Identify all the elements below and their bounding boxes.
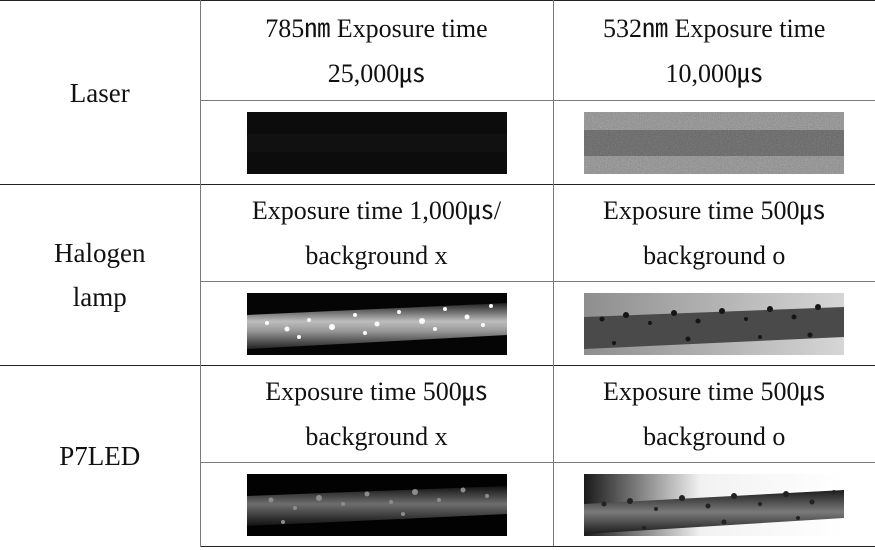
image-cell xyxy=(200,100,554,185)
caption-line: 10,000㎲ xyxy=(665,58,763,88)
row-label-text: lamp xyxy=(72,282,127,312)
laser-image-row xyxy=(0,100,875,185)
caption-line: Exposure time 500㎲ xyxy=(265,377,488,406)
caption-cell: 532㎚ Exposure time 10,000㎲ xyxy=(552,0,875,101)
fiber-with-droplets-dark-bg xyxy=(246,292,507,355)
row-label-text: P7LED xyxy=(59,441,141,472)
fiber-with-droplets-light-bg xyxy=(584,292,845,355)
caption-line: background o xyxy=(643,241,786,270)
caption-line: background x xyxy=(305,241,448,270)
noisy-gray-fiber-image xyxy=(584,111,845,174)
row-label-text: Halogen xyxy=(54,238,146,268)
caption-line: Exposure time 500㎲ xyxy=(603,196,826,225)
row-label-laser: Laser xyxy=(0,0,201,185)
p7led-image-row xyxy=(0,462,875,547)
image-cell xyxy=(552,100,875,185)
image-cell xyxy=(200,281,554,366)
halogen-caption-row: Halogen lamp Exposure time 1,000㎲/ backg… xyxy=(0,184,875,366)
image-cell xyxy=(552,281,875,366)
row-label-p7led: P7LED xyxy=(0,365,201,547)
caption-cell: 785㎚ Exposure time 25,000㎲ xyxy=(199,0,554,101)
caption-cell: Exposure time 500㎲ background o xyxy=(552,365,875,463)
image-cell xyxy=(552,462,875,547)
caption-line: 532㎚ Exposure time xyxy=(603,13,826,43)
row-label-halogen: Halogen lamp xyxy=(0,184,201,366)
caption-cell: Exposure time 500㎲ background x xyxy=(199,365,554,463)
caption-line: Exposure time 1,000㎲/ xyxy=(251,196,502,225)
fiber-with-droplets-dark-bg xyxy=(246,473,507,536)
caption-line: 25,000㎲ xyxy=(327,58,426,88)
caption-cell: Exposure time 1,000㎲/ background x xyxy=(199,184,554,282)
halogen-image-row xyxy=(0,281,875,366)
p7led-caption-row: P7LED Exposure time 500㎲ background x Ex… xyxy=(0,365,875,547)
caption-line: background x xyxy=(305,422,448,451)
fiber-with-droplets-gradient-bg xyxy=(584,473,845,536)
caption-cell: Exposure time 500㎲ background o xyxy=(552,184,875,282)
caption-line: background o xyxy=(643,422,786,451)
dark-fiber-image xyxy=(246,111,507,174)
caption-line: Exposure time 500㎲ xyxy=(603,377,826,406)
row-label-text: Laser xyxy=(69,77,130,108)
caption-line: 785㎚ Exposure time xyxy=(265,13,488,43)
image-cell xyxy=(200,462,554,547)
laser-caption-row: Laser 785㎚ Exposure time 25,000㎲ 532㎚ Ex… xyxy=(0,0,875,185)
